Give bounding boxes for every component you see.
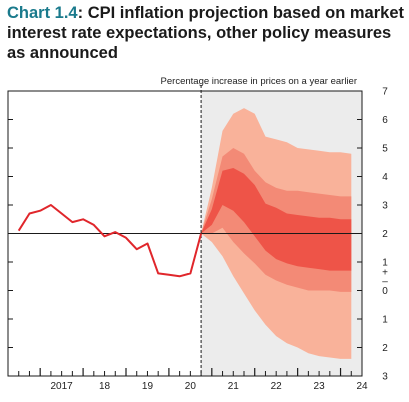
- y-axis-minus-sign: –: [382, 276, 388, 287]
- y-tick-label: 2: [382, 343, 388, 354]
- x-tick-label: 23: [314, 381, 326, 392]
- x-tick-label: 20: [185, 381, 197, 392]
- chart-title-text: : CPI inflation projection based on mark…: [7, 4, 404, 62]
- y-axis-plus-sign: +: [382, 267, 388, 278]
- x-tick-label: 24: [356, 381, 368, 392]
- y-tick-label: 4: [382, 172, 388, 183]
- y-tick-label: 2: [382, 229, 388, 240]
- x-tick-label: 22: [271, 381, 283, 392]
- y-tick-label: 3: [382, 201, 388, 212]
- chart-subtitle: Percentage increase in prices on a year …: [160, 76, 357, 87]
- chart-title: Chart 1.4: CPI inflation projection base…: [7, 3, 405, 63]
- y-tick-label: 6: [382, 115, 388, 126]
- chart-number: Chart 1.4: [7, 4, 78, 22]
- y-tick-label: 1: [382, 258, 388, 269]
- fan-band-inner: [201, 168, 352, 271]
- x-tick-label: 18: [99, 381, 111, 392]
- y-tick-label: 0: [382, 286, 388, 297]
- x-tick-label: 21: [228, 381, 240, 392]
- y-tick-label: 1: [382, 315, 388, 326]
- y-tick-label: 3: [382, 372, 388, 383]
- x-tick-label: 19: [142, 381, 154, 392]
- outturn-line: [17, 204, 203, 278]
- y-tick-label: 7: [382, 87, 388, 98]
- x-tick-label: 2017: [51, 381, 74, 392]
- y-tick-label: 5: [382, 144, 388, 155]
